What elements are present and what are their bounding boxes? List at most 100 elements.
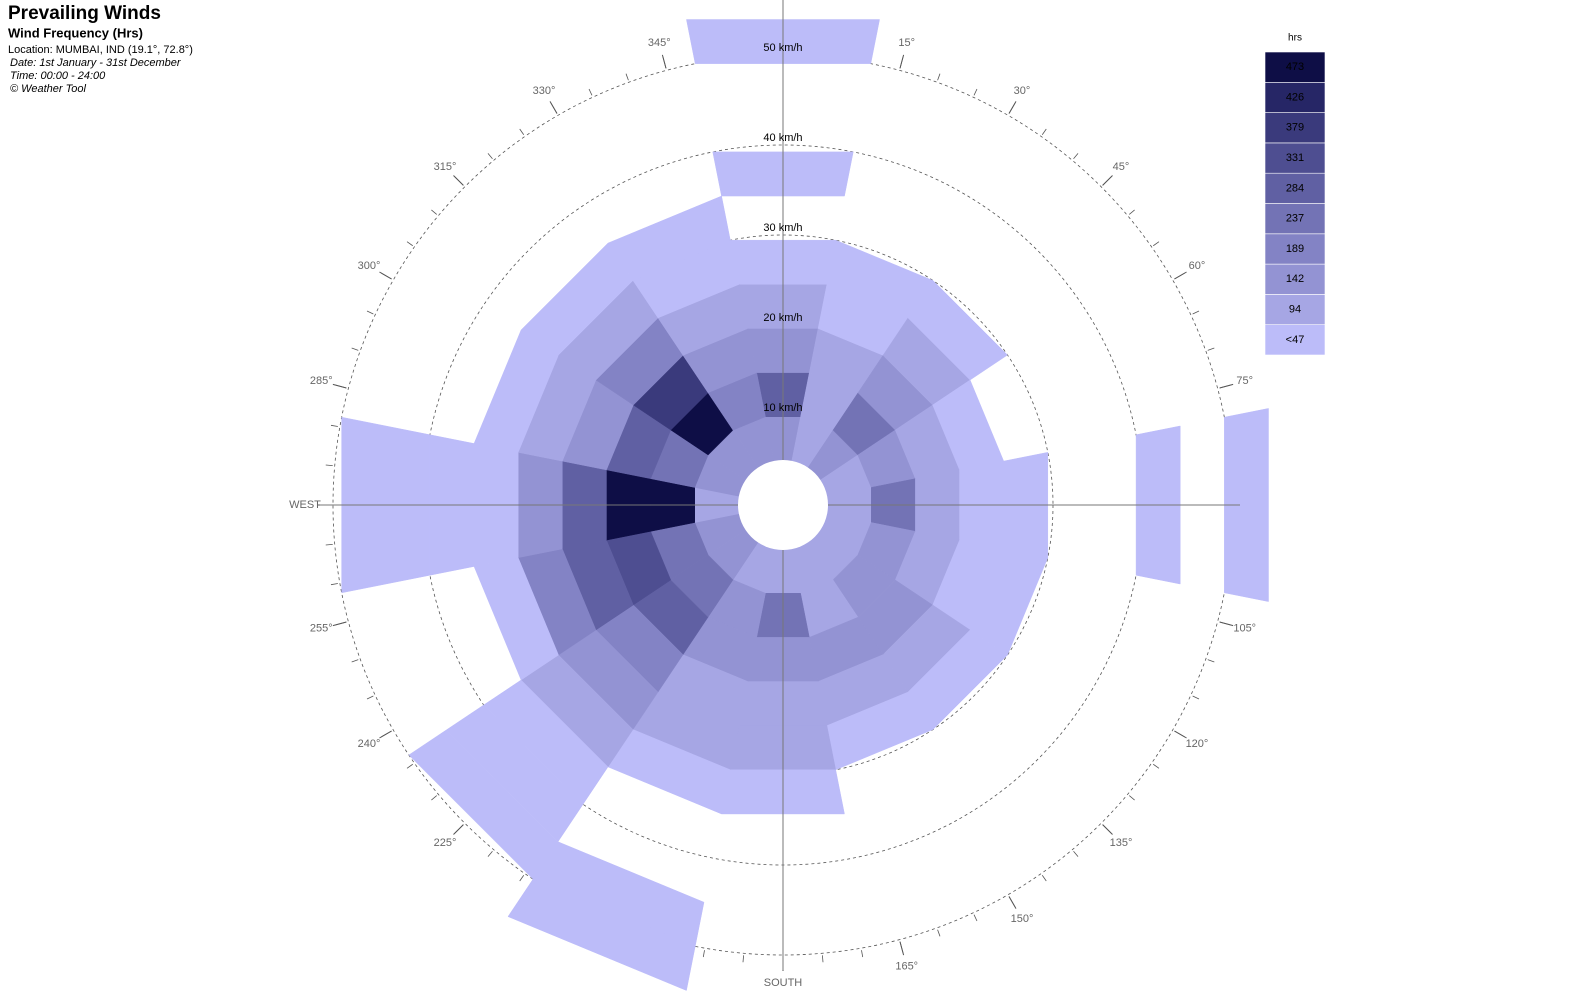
angle-tick — [332, 383, 347, 389]
angle-label: SOUTH — [764, 977, 803, 989]
compass-tick — [1207, 659, 1215, 663]
angle-tick — [453, 824, 464, 835]
angle-tick — [453, 175, 464, 186]
compass-tick — [821, 955, 824, 963]
angle-label: 135° — [1110, 837, 1133, 849]
angle-label: 60° — [1189, 260, 1206, 272]
info-line: Location: MUMBAI, IND (19.1°, 72.8°) — [8, 44, 193, 56]
compass-tick — [1041, 128, 1047, 135]
legend-label: 331 — [1286, 152, 1304, 164]
wind-cell — [607, 195, 731, 281]
compass-tick — [625, 73, 629, 81]
legend-label: 94 — [1289, 303, 1301, 315]
compass-tick — [366, 310, 374, 315]
legend-swatch — [1264, 82, 1326, 113]
ring-label: 20 km/h — [763, 312, 802, 324]
angle-tick — [379, 271, 392, 280]
legend-label: 142 — [1286, 273, 1304, 285]
compass-tick — [1153, 763, 1160, 769]
legend-swatch — [1264, 324, 1326, 356]
compass-tick — [1153, 241, 1160, 247]
angle-label: 15° — [898, 37, 915, 49]
angle-tick — [332, 621, 347, 627]
compass-tick — [325, 464, 333, 467]
legend-label: 473 — [1286, 61, 1304, 73]
compass-tick — [351, 659, 359, 663]
angle-tick — [1102, 175, 1113, 186]
angle-label: 105° — [1233, 623, 1256, 635]
angle-label: 300° — [358, 260, 381, 272]
angle-label: 285° — [310, 375, 333, 387]
angle-tick — [661, 54, 667, 69]
compass-tick — [1128, 209, 1135, 215]
compass-tick — [937, 73, 941, 81]
legend-label: 284 — [1286, 182, 1304, 194]
compass-tick — [1128, 795, 1135, 801]
angle-tick — [1174, 730, 1187, 739]
angle-label: WEST — [289, 499, 321, 511]
angle-label: 150° — [1011, 913, 1034, 925]
compass-tick — [702, 950, 705, 958]
angle-label: 240° — [358, 738, 381, 750]
legend-label: 426 — [1286, 91, 1304, 103]
legend-label: 379 — [1286, 122, 1304, 134]
compass-tick — [1073, 153, 1079, 160]
wind-cell — [408, 729, 559, 880]
ring-label: 50 km/h — [763, 42, 802, 54]
angle-label: 120° — [1186, 738, 1209, 750]
legend-swatch — [1264, 294, 1326, 325]
legend-swatch — [1264, 233, 1326, 265]
compass-tick — [861, 950, 864, 958]
compass-tick — [487, 153, 493, 160]
angle-tick — [1008, 101, 1017, 114]
compass-tick — [973, 914, 978, 922]
angle-tick — [899, 54, 905, 69]
info-line: Time: 00:00 - 24:00 — [10, 70, 106, 82]
wind-cell — [507, 878, 696, 991]
angle-tick — [1008, 896, 1017, 909]
wind-cell — [1224, 408, 1269, 602]
angle-label: 315° — [434, 161, 457, 173]
center-hole — [738, 460, 828, 550]
angle-label: 330° — [533, 85, 556, 97]
angle-tick — [1174, 271, 1187, 280]
legend-swatch — [1264, 203, 1326, 235]
compass-tick — [366, 695, 374, 700]
compass-tick — [406, 763, 413, 769]
compass-tick — [1073, 850, 1079, 857]
compass-tick — [406, 241, 413, 247]
legend-swatch — [1264, 142, 1326, 174]
legend-label: <47 — [1286, 334, 1305, 346]
ring-label: 10 km/h — [763, 402, 802, 414]
compass-tick — [1207, 347, 1215, 351]
info-line: © Weather Tool — [10, 83, 87, 95]
compass-tick — [588, 88, 593, 96]
angle-tick — [379, 730, 392, 739]
compass-tick — [1192, 695, 1200, 700]
legend-label: 237 — [1286, 213, 1304, 225]
angle-label: 345° — [648, 37, 671, 49]
compass-tick — [351, 347, 359, 351]
compass-tick — [519, 128, 525, 135]
angle-tick — [549, 101, 558, 114]
compass-tick — [973, 88, 978, 96]
angle-label: 165° — [895, 961, 918, 973]
legend-swatch — [1264, 263, 1326, 295]
chart-subtitle: Wind Frequency (Hrs) — [8, 25, 143, 40]
ring-label: 40 km/h — [763, 132, 802, 144]
angle-tick — [899, 941, 905, 956]
angle-label: 225° — [434, 837, 457, 849]
angle-label: 30° — [1014, 85, 1031, 97]
compass-tick — [742, 955, 745, 963]
compass-tick — [1041, 875, 1047, 882]
angle-label: 255° — [310, 623, 333, 635]
compass-tick — [330, 424, 338, 427]
compass-tick — [519, 875, 525, 882]
legend-title: hrs — [1288, 33, 1302, 44]
wind-cell — [907, 280, 1008, 381]
legend-label: 189 — [1286, 243, 1304, 255]
angle-tick — [1219, 621, 1234, 627]
compass-tick — [487, 850, 493, 857]
compass-tick — [1192, 310, 1200, 315]
